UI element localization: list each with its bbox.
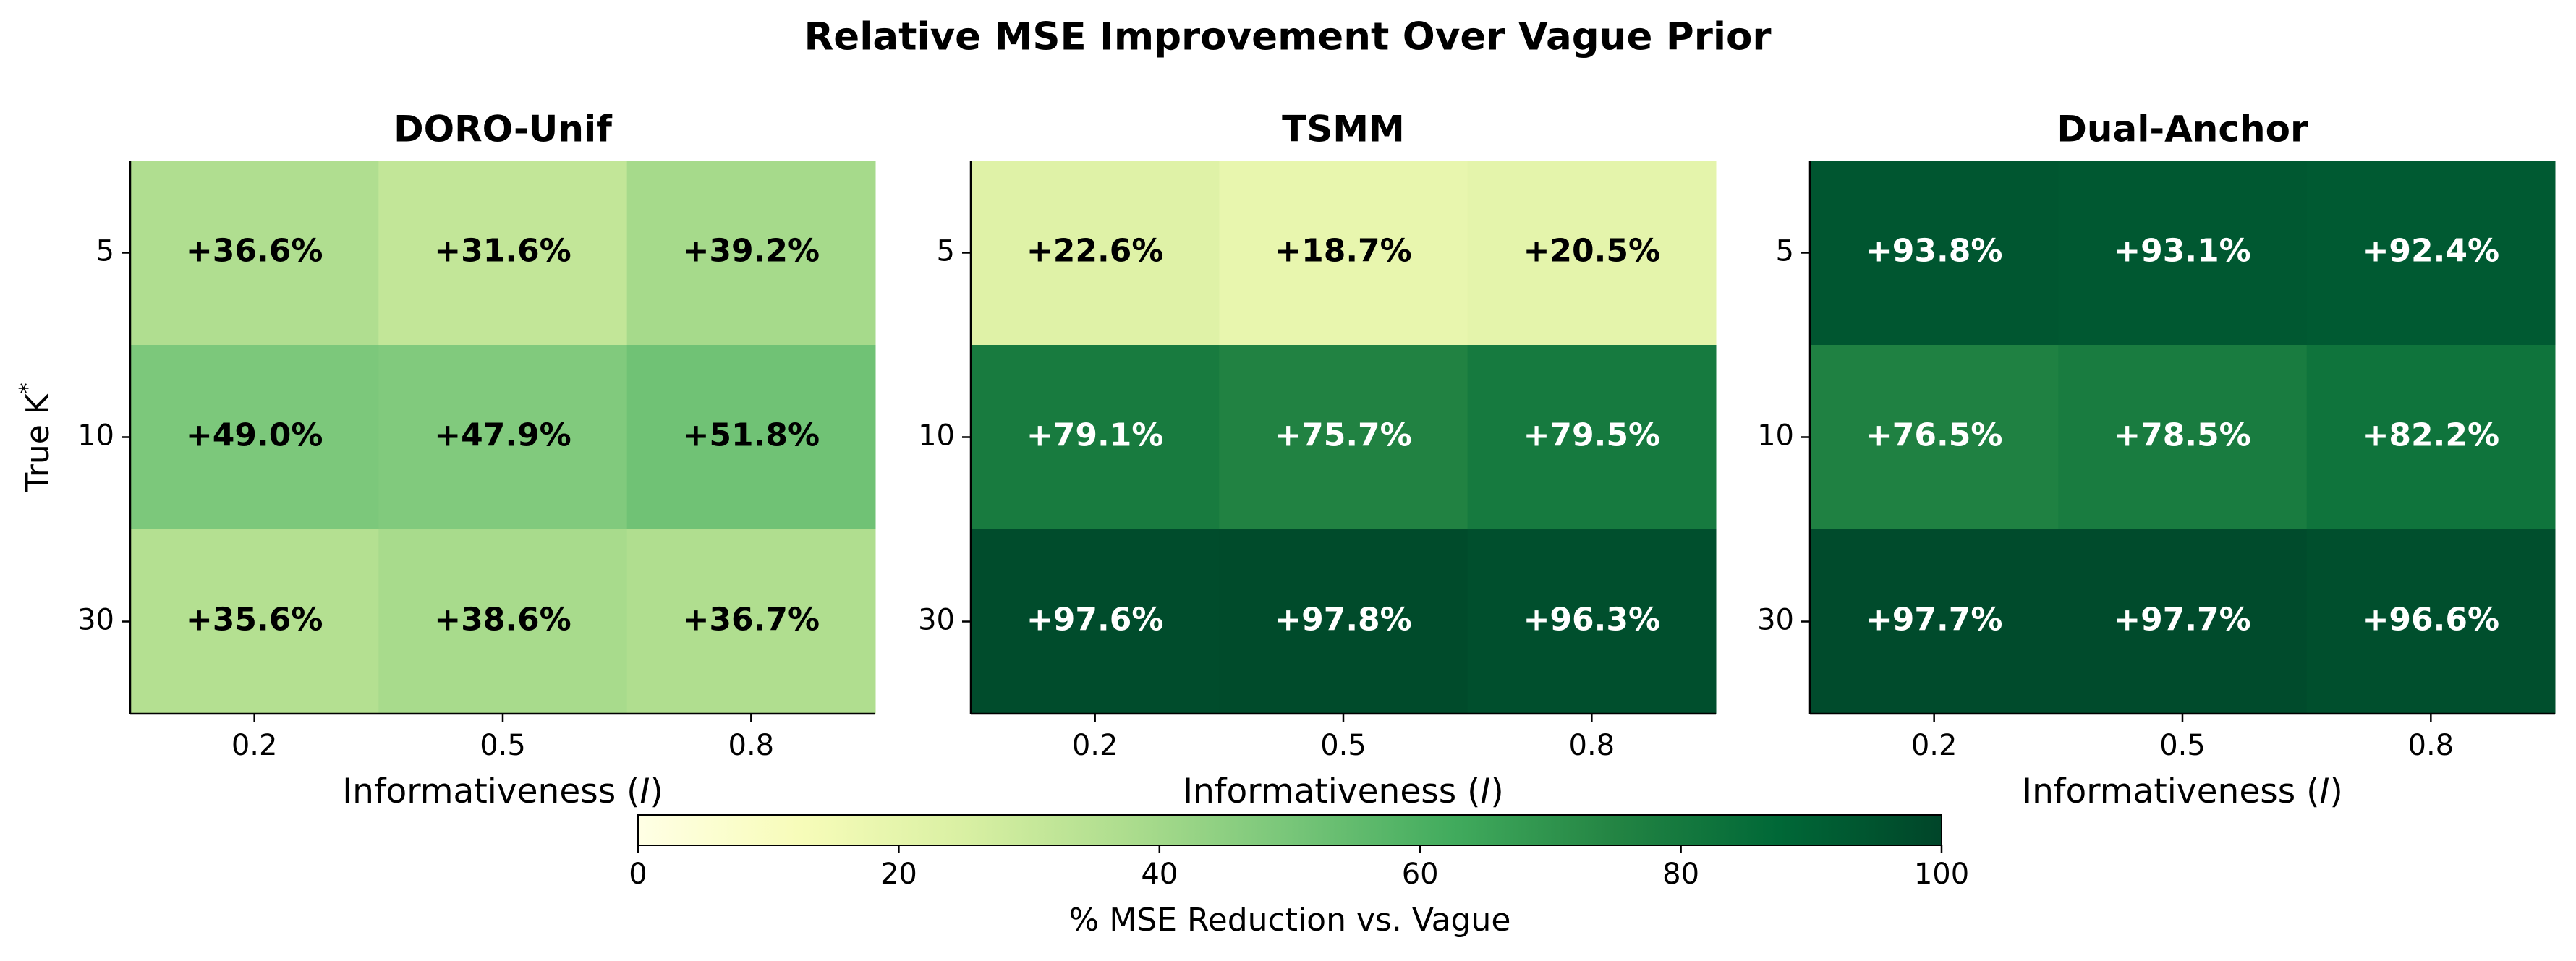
panel-title: TSMM [1282, 108, 1405, 150]
heatmap-cell [130, 161, 379, 346]
heatmap-cell [2306, 345, 2556, 530]
panel-title: DORO-Unif [394, 108, 613, 150]
colorbar: 0 20 40 60 80 100 % MSE Reduction vs. Vague [629, 814, 1969, 939]
x-tick-label: 0.8 [728, 729, 775, 762]
heatmap-cell [1219, 345, 1468, 530]
heatmap-cell [971, 161, 1220, 346]
cell-label: +79.5% [1523, 417, 1661, 454]
cell-label: +76.5% [1866, 417, 2003, 454]
x-tick-label: 0.5 [2159, 729, 2206, 762]
colorbar-tick-label: 0 [629, 858, 647, 891]
x-tick-label: 0.2 [231, 729, 278, 762]
heatmap-cell [378, 345, 628, 530]
colorbar-tick-label: 100 [1914, 858, 1969, 891]
heatmap-cell [1810, 345, 2059, 530]
y-axis-label-main: True K [20, 393, 56, 492]
y-tick-label: 30 [918, 604, 955, 637]
heatmap-cell [2306, 161, 2556, 346]
x-axis-label: Informativeness (I) [342, 772, 663, 811]
colorbar-gradient [637, 814, 1942, 846]
heatmap-cell [1467, 161, 1717, 346]
cell-label: +92.4% [2363, 233, 2500, 270]
cell-label: +31.6% [434, 233, 571, 270]
heatmap-cell [626, 345, 876, 530]
heatmap-cell [1467, 529, 1717, 714]
x-axis-label: Informativeness (I) [2022, 772, 2342, 811]
cell-label: +82.2% [2363, 417, 2500, 454]
cell-label: +97.6% [1026, 602, 1164, 638]
y-axis-label-sup: * [15, 383, 41, 393]
heatmap-cell [2058, 529, 2308, 714]
cell-label: +97.8% [1275, 602, 1412, 638]
cell-label: +93.1% [2114, 233, 2251, 270]
heatmap-cell [2058, 345, 2308, 530]
cell-label: +36.6% [186, 233, 323, 270]
colorbar-tick-label: 20 [880, 858, 917, 891]
heatmap-cell [626, 161, 876, 346]
cell-label: +20.5% [1523, 233, 1661, 270]
cell-label: +39.2% [683, 233, 820, 270]
x-axis-label: Informativeness (I) [1183, 772, 1503, 811]
y-tick-label: 5 [96, 235, 114, 268]
y-tick-label: 5 [1776, 235, 1794, 268]
y-tick-label: 30 [77, 604, 114, 637]
y-tick-label: 10 [77, 419, 114, 453]
heatmap-cell [378, 161, 628, 346]
cell-label: +35.6% [186, 602, 323, 638]
cell-label: +96.3% [1523, 602, 1661, 638]
x-tick-label: 0.2 [1911, 729, 1957, 762]
heatmap-panel-1: DORO-Unif +36.6% +31.6% +39.2% +49.0% +47.9% +… [77, 108, 876, 811]
y-tick-label: 5 [937, 235, 955, 268]
colorbar-tick-label: 40 [1141, 858, 1178, 891]
colorbar-label: % MSE Reduction vs. Vague [1069, 902, 1511, 939]
cell-label: +51.8% [683, 417, 820, 454]
x-tick-label: 0.8 [2408, 729, 2454, 762]
cell-label: +78.5% [2114, 417, 2251, 454]
x-tick-label: 0.2 [1072, 729, 1118, 762]
x-tick-label: 0.5 [1320, 729, 1366, 762]
cell-label: +18.7% [1275, 233, 1412, 270]
cell-label: +93.8% [1866, 233, 2003, 270]
heatmap-panel-2: TSMM +22.6% +18.7% +20.5% +79.1% +75.7% +79.5%… [918, 108, 1717, 811]
cell-label: +96.6% [2363, 602, 2500, 638]
panel-title: Dual-Anchor [2057, 108, 2308, 150]
colorbar-tick-label: 60 [1402, 858, 1439, 891]
cell-label: +75.7% [1275, 417, 1412, 454]
heatmap-cell [1219, 161, 1468, 346]
heatmap-cell [2058, 161, 2308, 346]
heatmap-cell [971, 345, 1220, 530]
colorbar-tick-label: 80 [1662, 858, 1699, 891]
heatmap-cell [1810, 161, 2059, 346]
cell-label: +97.7% [1866, 602, 2003, 638]
heatmap-cell [130, 529, 379, 714]
heatmap-cell [1810, 529, 2059, 714]
heatmap-cell [378, 529, 628, 714]
y-tick-label: 30 [1757, 604, 1794, 637]
heatmap-cell [1467, 345, 1717, 530]
y-axis-label: True K* [15, 383, 57, 492]
heatmap-cell [130, 345, 379, 530]
cell-label: +49.0% [186, 417, 323, 454]
cell-label: +36.7% [683, 602, 820, 638]
figure-title: Relative MSE Improvement Over Vague Prio… [804, 15, 1771, 59]
cell-label: +79.1% [1026, 417, 1164, 454]
cell-label: +22.6% [1026, 233, 1164, 270]
heatmap-panels: DORO-Unif +36.6% +31.6% +39.2% +49.0% +47.9% +… [77, 108, 2556, 811]
cell-label: +47.9% [434, 417, 571, 454]
heatmap-cell [971, 529, 1220, 714]
heatmap-cell [626, 529, 876, 714]
heatmap-cell [2306, 529, 2556, 714]
heatmap-cell [1219, 529, 1468, 714]
y-tick-label: 10 [918, 419, 955, 453]
y-tick-label: 10 [1757, 419, 1794, 453]
x-tick-label: 0.5 [480, 729, 526, 762]
cell-label: +38.6% [434, 602, 571, 638]
colorbar-ticks: 0 20 40 60 80 100 [629, 845, 1969, 891]
x-tick-label: 0.8 [1569, 729, 1615, 762]
cell-label: +97.7% [2114, 602, 2251, 638]
heatmap-panel-3: Dual-Anchor +93.8% +93.1% +92.4% +76.5% +78.5… [1757, 108, 2556, 811]
